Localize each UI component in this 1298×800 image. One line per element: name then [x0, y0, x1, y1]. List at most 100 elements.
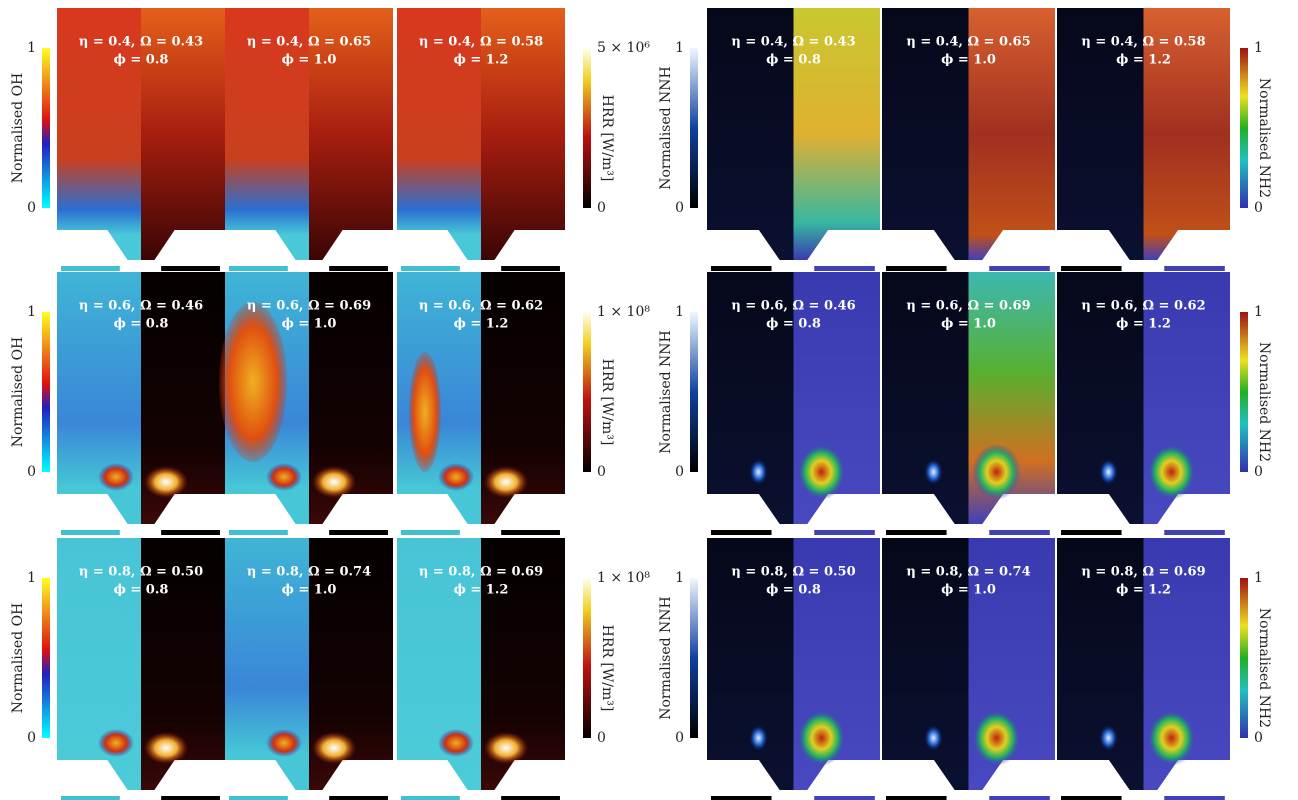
colorbar-tick: 1	[1254, 304, 1263, 320]
inlet-left	[711, 530, 772, 535]
colorbar-tick: 0	[597, 730, 606, 746]
colorbar	[690, 48, 698, 208]
oh-blob	[266, 729, 302, 757]
colorbar	[42, 48, 50, 208]
inlet-right	[814, 266, 875, 271]
colorbar-tick: 1	[1254, 40, 1263, 56]
oh-region	[409, 352, 441, 472]
inlet-left	[711, 266, 772, 271]
panel-label: η = 0.4, Ω = 0.65	[906, 35, 1030, 50]
panel-label: ϕ = 1.0	[941, 317, 996, 332]
colorbar-tick: 0	[597, 464, 606, 480]
panel-label: ϕ = 0.8	[766, 317, 821, 332]
colorbar-label: Normalised NNH	[658, 66, 674, 190]
colorbar	[1240, 312, 1248, 472]
colorbar-label: Normalised OH	[10, 337, 26, 448]
colorbar-tick: 0	[1254, 200, 1263, 216]
nnh-blob	[749, 724, 769, 752]
colorbar-tick: 0	[597, 200, 606, 216]
inlet-left	[229, 530, 288, 535]
colorbar	[42, 312, 50, 472]
colorbar	[583, 312, 591, 472]
colorbar	[42, 578, 50, 738]
inlet-left	[61, 796, 120, 800]
colorbar	[1240, 578, 1248, 738]
inlet-right	[989, 796, 1050, 800]
flame-blob	[144, 466, 188, 498]
panel-label: ϕ = 1.2	[454, 317, 509, 332]
panel-label: η = 0.6, Ω = 0.69	[906, 299, 1030, 314]
panel-label: η = 0.6, Ω = 0.46	[79, 299, 203, 314]
colorbar	[690, 312, 698, 472]
panel-label: ϕ = 1.2	[1116, 317, 1171, 332]
panel-label: ϕ = 1.2	[454, 583, 509, 598]
colorbar-tick: 1 × 10⁸	[597, 570, 650, 586]
nh2-blob	[798, 444, 846, 500]
panel-label: ϕ = 0.8	[114, 53, 169, 68]
colorbar-label: Normalised NNH	[658, 596, 674, 720]
inlet-left	[401, 796, 460, 800]
inlet-right	[989, 530, 1050, 535]
colorbar-tick: 1	[675, 570, 684, 586]
oh-region	[219, 302, 287, 462]
colorbar-label: Normalised OH	[10, 603, 26, 714]
oh-blob	[266, 463, 302, 491]
nnh-blob	[924, 724, 944, 752]
colorbar	[583, 578, 591, 738]
oh-blob	[438, 729, 474, 757]
nnh-blob	[749, 458, 769, 486]
colorbar-tick: 0	[27, 730, 36, 746]
panel-label: ϕ = 1.2	[454, 53, 509, 68]
colorbar-tick: 0	[1254, 730, 1263, 746]
inlet-right	[329, 266, 388, 271]
nnh-blob	[1099, 458, 1119, 486]
inlet-right	[329, 530, 388, 535]
panel-label: η = 0.8, Ω = 0.50	[731, 565, 855, 580]
panel-label: ϕ = 0.8	[766, 53, 821, 68]
oh-blob	[98, 729, 134, 757]
panel-label: η = 0.4, Ω = 0.58	[419, 35, 543, 50]
colorbar	[1240, 48, 1248, 208]
inlet-left	[886, 530, 947, 535]
colorbar-tick: 0	[27, 200, 36, 216]
inlet-right	[814, 530, 875, 535]
panel-label: ϕ = 1.0	[282, 317, 337, 332]
flame-blob	[144, 732, 188, 764]
colorbar-tick: 0	[675, 464, 684, 480]
inlet-right	[329, 796, 388, 800]
inlet-left	[1061, 266, 1122, 271]
inlet-right	[501, 530, 560, 535]
colorbar-tick: 0	[27, 464, 36, 480]
colorbar-label: HRR [W/m³]	[599, 359, 615, 446]
nh2-blob	[1148, 710, 1196, 766]
page: η = 0.4, Ω = 0.43 ϕ = 0.8 η = 0.4, Ω = 0.6…	[0, 0, 1298, 800]
inlet-left	[229, 796, 288, 800]
inlet-left	[886, 266, 947, 271]
flame-blob	[484, 732, 528, 764]
colorbar-label: Normalised NNH	[658, 330, 674, 454]
colorbar-label: Normalised NH2	[1256, 608, 1272, 728]
flame-blob	[312, 466, 356, 498]
colorbar-tick: 0	[675, 200, 684, 216]
colorbar-label: HRR [W/m³]	[599, 625, 615, 712]
colorbar-tick: 1 × 10⁸	[597, 304, 650, 320]
colorbar-tick: 1	[675, 304, 684, 320]
nh2-blob	[1148, 444, 1196, 500]
panel-label: η = 0.4, Ω = 0.65	[247, 35, 371, 50]
inlet-right	[1164, 796, 1225, 800]
colorbar-tick: 1	[27, 40, 36, 56]
panel-label: ϕ = 1.0	[941, 583, 996, 598]
flame-blob	[312, 732, 356, 764]
panel-label: ϕ = 0.8	[114, 583, 169, 598]
flame-blob	[484, 466, 528, 498]
colorbar-label: HRR [W/m³]	[599, 95, 615, 182]
panel-label: η = 0.6, Ω = 0.62	[1081, 299, 1205, 314]
inlet-left	[61, 266, 120, 271]
colorbar-tick: 1	[27, 304, 36, 320]
panel-label: η = 0.4, Ω = 0.43	[79, 35, 203, 50]
panel-label: ϕ = 1.2	[1116, 53, 1171, 68]
colorbar-tick: 0	[675, 730, 684, 746]
panel-label: ϕ = 1.0	[941, 53, 996, 68]
panel-label: ϕ = 1.0	[282, 583, 337, 598]
panel-label: η = 0.4, Ω = 0.43	[731, 35, 855, 50]
